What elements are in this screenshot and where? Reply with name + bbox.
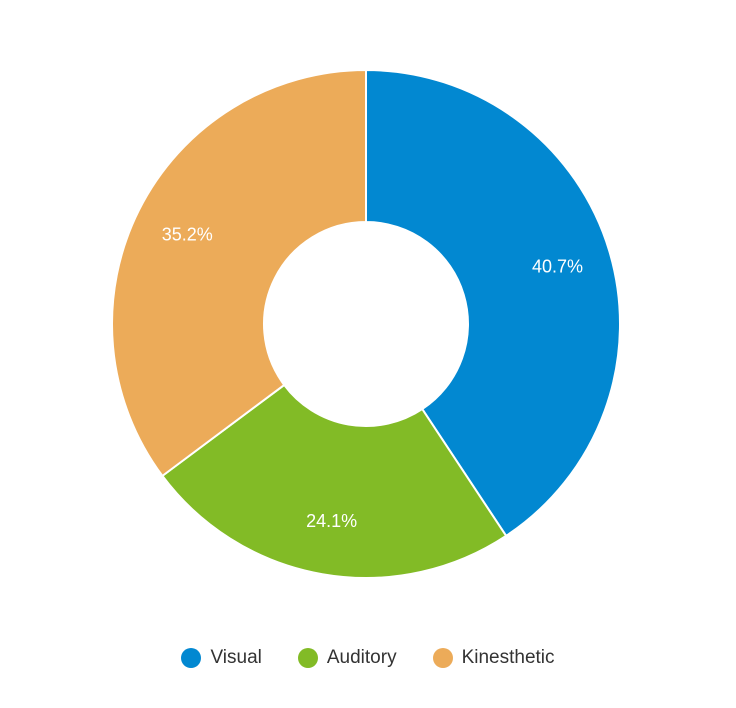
legend-label-kinesthetic: Kinesthetic xyxy=(461,647,555,668)
donut-chart: 40.7% 24.1% 35.2% xyxy=(111,68,621,579)
legend-swatch-auditory xyxy=(297,648,318,668)
legend-label-auditory: Auditory xyxy=(326,647,397,668)
slice-auditory[interactable] xyxy=(161,383,508,579)
legend-swatch-kinesthetic xyxy=(432,648,453,668)
legend-swatch-visual xyxy=(181,648,202,668)
data-label-visual: 40.7% xyxy=(532,256,583,276)
legend-item-auditory[interactable]: Auditory xyxy=(297,647,397,669)
slice-kinesthetic[interactable] xyxy=(111,68,367,478)
data-label-auditory: 24.1% xyxy=(306,511,357,531)
legend-item-visual[interactable]: Visual xyxy=(181,647,262,669)
data-label-kinesthetic: 35.2% xyxy=(162,224,213,244)
legend-item-kinesthetic[interactable]: Kinesthetic xyxy=(432,647,555,669)
chart-legend: Visual Auditory Kinesthetic xyxy=(0,642,736,674)
legend-label-visual: Visual xyxy=(210,647,262,668)
